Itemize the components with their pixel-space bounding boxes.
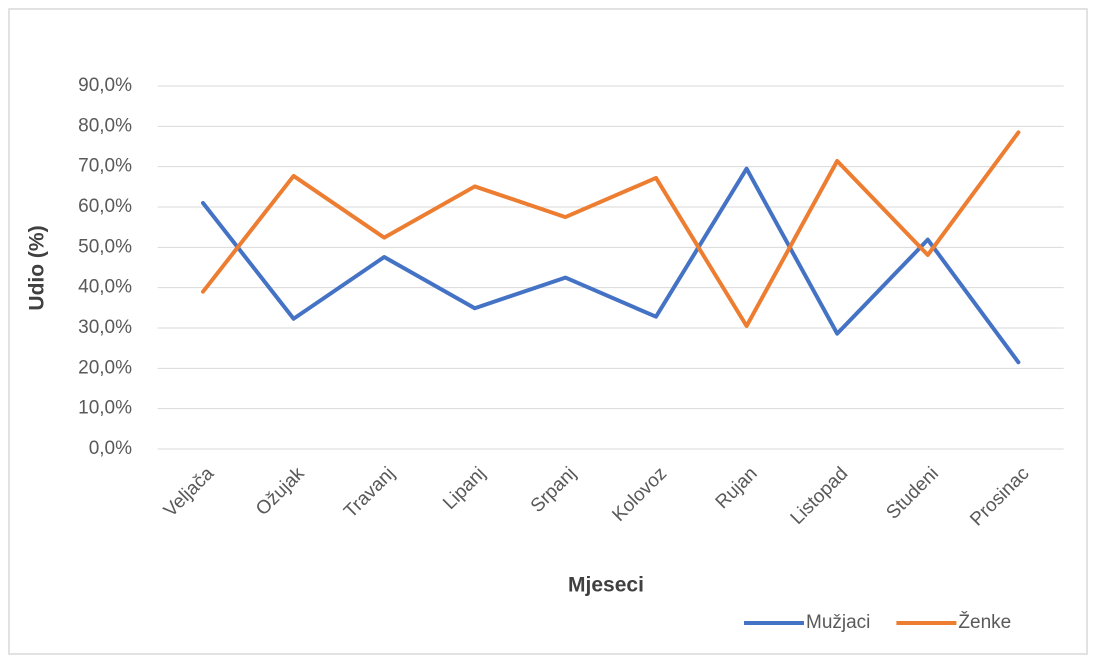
- line-series: [201, 166, 1021, 365]
- y-tick-label: 70,0%: [78, 156, 132, 177]
- y-tick-label: 20,0%: [78, 357, 132, 378]
- y-tick-label: 50,0%: [78, 236, 132, 257]
- legend-label: Mužjaci: [806, 612, 870, 633]
- y-tick-label: 0,0%: [89, 438, 132, 459]
- y-tick-label: 40,0%: [78, 277, 132, 298]
- legend-label: Ženke: [958, 611, 1011, 633]
- y-axis-title: Udio (%): [26, 225, 49, 310]
- y-tick-label: 80,0%: [78, 115, 132, 136]
- y-tick-label: 10,0%: [78, 398, 132, 419]
- y-tick-label: 60,0%: [78, 196, 132, 217]
- y-tick-label: 90,0%: [78, 75, 132, 96]
- line-series: [201, 130, 1021, 328]
- chart-border: [8, 8, 1088, 655]
- x-axis-title: Mjeseci: [568, 574, 644, 597]
- y-tick-label: 30,0%: [78, 317, 132, 338]
